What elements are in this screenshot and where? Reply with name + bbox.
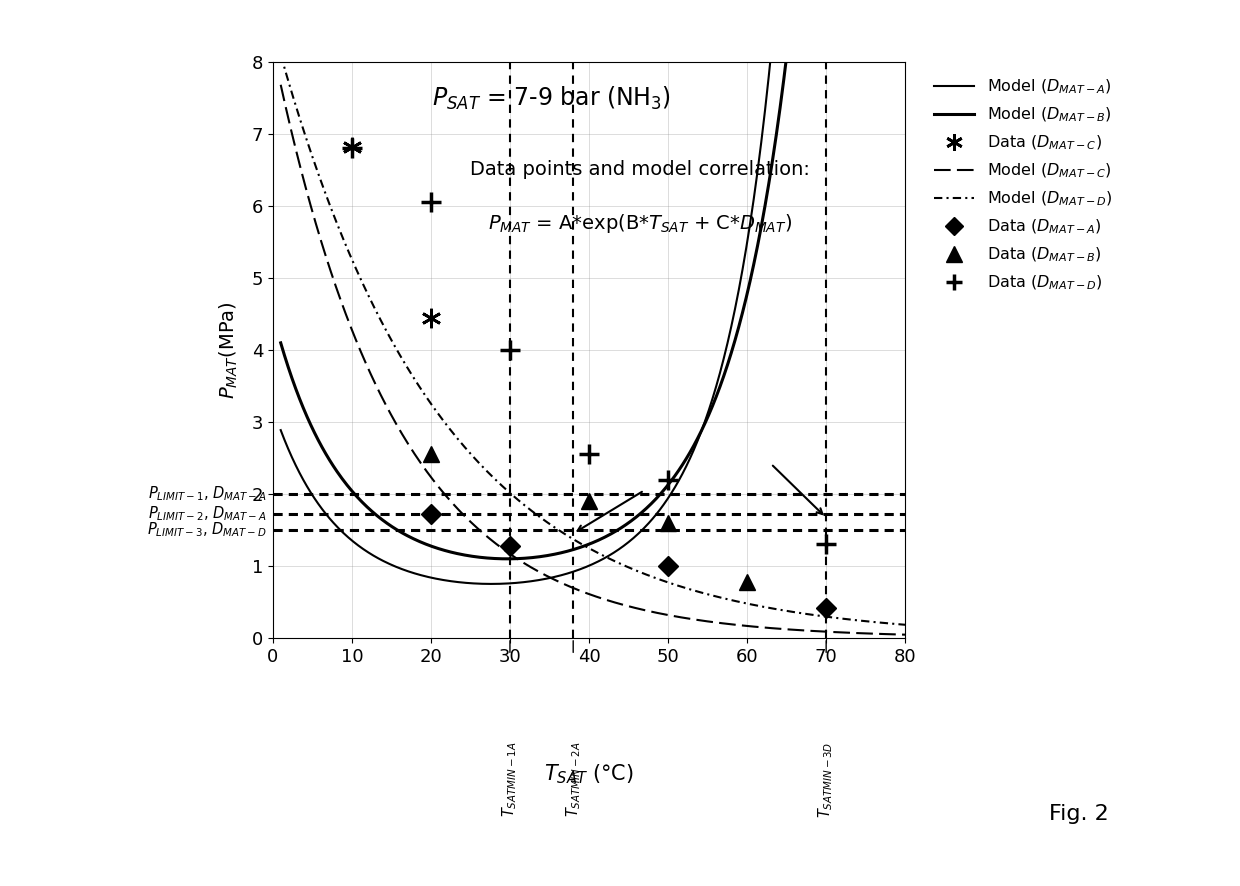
Y-axis label: $P_{MAT}$(MPa): $P_{MAT}$(MPa) [218, 301, 241, 399]
Text: Fig. 2: Fig. 2 [1049, 804, 1109, 824]
Text: $T_{SATMIN-3D}$: $T_{SATMIN-3D}$ [817, 742, 836, 818]
Text: $P_{LIMIT-3}$, $D_{MAT-D}$: $P_{LIMIT-3}$, $D_{MAT-D}$ [146, 521, 267, 540]
Legend: Model ($D_{MAT-A}$), Model ($D_{MAT-B}$), Data ($D_{MAT-C}$), Model ($D_{MAT-C}$: Model ($D_{MAT-A}$), Model ($D_{MAT-B}$)… [926, 70, 1120, 300]
Text: Data points and model correlation:: Data points and model correlation: [470, 160, 810, 179]
Text: $T_{SATMIN-1A}$: $T_{SATMIN-1A}$ [501, 742, 520, 817]
Text: $P_{SAT}$ = 7-9 bar (NH$_3$): $P_{SAT}$ = 7-9 bar (NH$_3$) [432, 85, 671, 113]
Text: $T_{SATMIN-2A}$: $T_{SATMIN-2A}$ [564, 742, 583, 817]
Text: $P_{LIMIT-2}$, $D_{MAT-A}$: $P_{LIMIT-2}$, $D_{MAT-A}$ [148, 505, 267, 524]
Text: $P_{MAT}$ = A*exp(B*$T_{SAT}$ + C*$D_{MAT}$): $P_{MAT}$ = A*exp(B*$T_{SAT}$ + C*$D_{MA… [487, 212, 791, 235]
Text: $P_{LIMIT-1}$, $D_{MAT-A}$: $P_{LIMIT-1}$, $D_{MAT-A}$ [148, 485, 267, 503]
X-axis label: $T_{SAT}$ (°C): $T_{SAT}$ (°C) [544, 763, 634, 787]
